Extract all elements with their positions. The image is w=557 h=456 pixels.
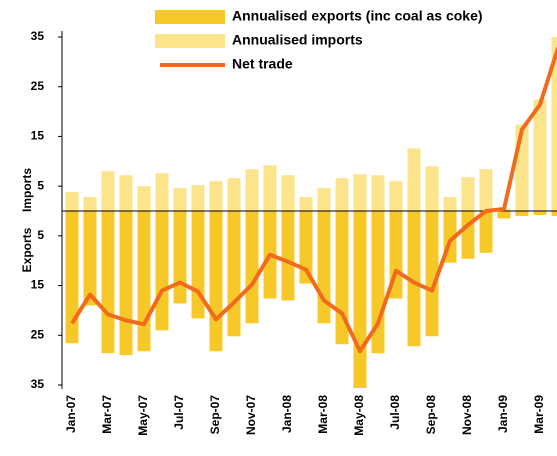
bar bbox=[281, 211, 295, 301]
bar bbox=[173, 211, 187, 304]
bar bbox=[227, 178, 241, 211]
bar bbox=[155, 211, 169, 331]
legend-label: Net trade bbox=[232, 56, 293, 72]
bar bbox=[443, 197, 457, 211]
bar bbox=[407, 211, 421, 347]
y-tick-label: 35 bbox=[31, 377, 45, 391]
y-tick-label: 5 bbox=[37, 228, 44, 242]
bar bbox=[353, 211, 367, 388]
bar bbox=[191, 185, 205, 211]
bar bbox=[101, 211, 115, 354]
bar bbox=[425, 211, 439, 337]
x-tick-label: Jan-09 bbox=[496, 395, 510, 433]
bar bbox=[425, 166, 439, 211]
bar bbox=[461, 211, 475, 259]
bar bbox=[83, 211, 97, 306]
bar bbox=[551, 211, 557, 216]
y-tick-label: 25 bbox=[31, 79, 45, 93]
x-tick-label: Sep-08 bbox=[424, 395, 438, 435]
bar bbox=[407, 148, 421, 211]
x-tick-label: May-07 bbox=[136, 395, 150, 436]
bar bbox=[173, 188, 187, 211]
legend-swatch bbox=[155, 34, 225, 48]
x-tick-label: Mar-07 bbox=[100, 395, 114, 434]
legend-label: Annualised imports bbox=[232, 32, 363, 48]
bar bbox=[137, 186, 151, 211]
bar bbox=[263, 165, 277, 211]
bar bbox=[497, 211, 511, 219]
bar bbox=[335, 178, 349, 211]
bar bbox=[101, 171, 115, 211]
legend-swatch bbox=[155, 10, 225, 24]
bar bbox=[191, 211, 205, 319]
y-tick-label: 15 bbox=[31, 129, 45, 143]
bar bbox=[227, 211, 241, 337]
bar bbox=[65, 211, 79, 344]
bar bbox=[533, 99, 547, 211]
bar bbox=[65, 192, 79, 211]
x-tick-label: Nov-07 bbox=[244, 395, 258, 435]
bar bbox=[299, 197, 313, 211]
x-tick-label: Sep-07 bbox=[208, 395, 222, 435]
y-tick-label: 5 bbox=[37, 178, 44, 192]
bar bbox=[245, 169, 259, 211]
bar bbox=[479, 169, 493, 211]
y-tick-label: 35 bbox=[31, 29, 45, 43]
bar bbox=[119, 175, 133, 211]
bar bbox=[155, 173, 169, 211]
y-tick-label: 25 bbox=[31, 327, 45, 341]
x-tick-label: Jan-07 bbox=[64, 395, 78, 433]
bar bbox=[317, 211, 331, 324]
y-axis-label-exports: Exports bbox=[20, 227, 34, 272]
net-trade-line bbox=[70, 47, 557, 354]
bar bbox=[281, 175, 295, 211]
x-tick-label: Jan-08 bbox=[280, 395, 294, 433]
x-tick-label: Mar-09 bbox=[532, 395, 546, 434]
bar bbox=[479, 211, 493, 253]
bar bbox=[299, 211, 313, 284]
y-axis-label-imports: Imports bbox=[20, 168, 34, 212]
bar bbox=[389, 181, 403, 211]
bar bbox=[83, 197, 97, 211]
bar bbox=[533, 211, 547, 215]
x-tick-label: Nov-08 bbox=[460, 395, 474, 435]
bar bbox=[209, 181, 223, 211]
x-tick-label: Mar-08 bbox=[316, 395, 330, 434]
y-tick-label: 15 bbox=[31, 278, 45, 292]
bar bbox=[137, 211, 151, 352]
bar bbox=[371, 175, 385, 211]
bar bbox=[515, 211, 529, 216]
bar bbox=[209, 211, 223, 352]
x-tick-label: Jul-08 bbox=[388, 395, 402, 430]
bar bbox=[245, 211, 259, 324]
bar bbox=[119, 211, 133, 356]
bar bbox=[353, 174, 367, 211]
bar bbox=[317, 188, 331, 211]
bar bbox=[461, 177, 475, 211]
legend-label: Annualised exports (inc coal as coke) bbox=[232, 8, 483, 24]
x-tick-label: Jul-07 bbox=[172, 395, 186, 430]
x-tick-label: May-08 bbox=[352, 395, 366, 436]
bar bbox=[551, 37, 557, 211]
